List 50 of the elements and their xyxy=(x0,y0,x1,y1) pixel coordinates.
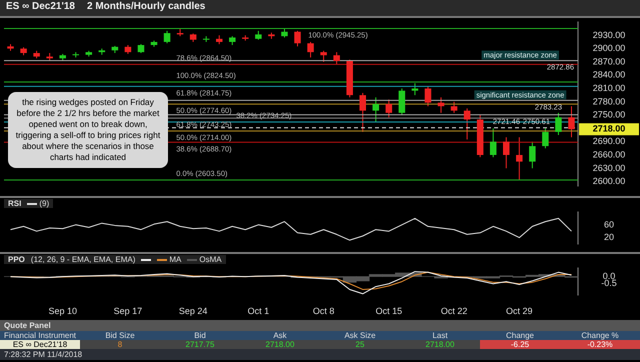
text: -6.25 xyxy=(480,340,560,349)
x-tick-label: Oct 15 xyxy=(376,306,402,316)
text: Ask Size xyxy=(343,331,377,340)
text: Bid xyxy=(193,331,207,340)
chart-subtitle: 2 Months/Hourly candles xyxy=(87,1,206,14)
text: 2718.00 xyxy=(400,340,480,349)
x-tick-label: Sep 24 xyxy=(178,306,208,316)
legend-label: (9) xyxy=(39,199,50,208)
x-tick-label: Oct 8 xyxy=(312,306,334,316)
text: ES ∞ Dec21'18 xyxy=(0,340,80,349)
y-tick-label: 2750.00 xyxy=(592,110,626,120)
y-tick-label: 2690.00 xyxy=(592,136,626,146)
text: Financial Instrument xyxy=(2,331,78,340)
text: Ask xyxy=(272,331,288,340)
chart-title: ES ∞ Dec21'18 xyxy=(6,1,75,14)
y-tick-label: 2660.00 xyxy=(592,149,626,160)
x-tick-label: Sep 10 xyxy=(48,306,77,316)
text: 25 xyxy=(320,340,400,349)
legend-label: MA xyxy=(169,255,182,264)
text: 2717.75 xyxy=(160,340,240,349)
chart-title: RSI xyxy=(8,199,22,208)
y-tick-label: 2780.00 xyxy=(592,96,626,106)
y-tick-label: 2630.00 xyxy=(592,162,626,173)
y-tick-label: -0.5 xyxy=(601,278,617,288)
legend-label: OsMA xyxy=(199,255,222,264)
y-tick-label: 60 xyxy=(604,219,614,230)
text: Quote Panel xyxy=(0,320,640,331)
text: Change % xyxy=(580,331,620,340)
text: 8 xyxy=(80,340,160,349)
chart-title: PPO xyxy=(8,255,25,264)
chart-subtitle: (12, 26, 9 - EMA, EMA, EMA) xyxy=(30,255,136,264)
x-tick-label: Oct 1 xyxy=(248,306,270,316)
y-tick-label: 20 xyxy=(604,232,614,242)
text: Change xyxy=(504,331,536,340)
x-tick-label: Oct 22 xyxy=(440,306,468,316)
text: 2718.00 xyxy=(592,124,626,134)
y-tick-label: 2900.00 xyxy=(592,43,626,54)
text: Last xyxy=(431,331,449,340)
text: Bid Size xyxy=(104,331,136,340)
y-tick-label: 2600.00 xyxy=(592,176,626,186)
text: -0.23% xyxy=(560,340,640,349)
text: 2718.00 xyxy=(240,340,320,349)
x-tick-label: Sep 17 xyxy=(114,306,142,316)
x-tick-label: Oct 29 xyxy=(506,306,533,316)
y-tick-label: 2840.00 xyxy=(592,70,626,80)
y-tick-label: 2930.00 xyxy=(592,30,626,40)
y-tick-label: 2870.00 xyxy=(592,56,626,66)
annotation: the rising wedges posted on Friday before the 2 1/2 hrs before the market opened went on to break down, triggering a sell-off to bring prices right about where the scenarios in those charts had indicated xyxy=(8,92,168,168)
y-tick-label: 2810.00 xyxy=(592,82,626,93)
text: 7:28:32 PM 11/4/2018 xyxy=(0,349,640,360)
